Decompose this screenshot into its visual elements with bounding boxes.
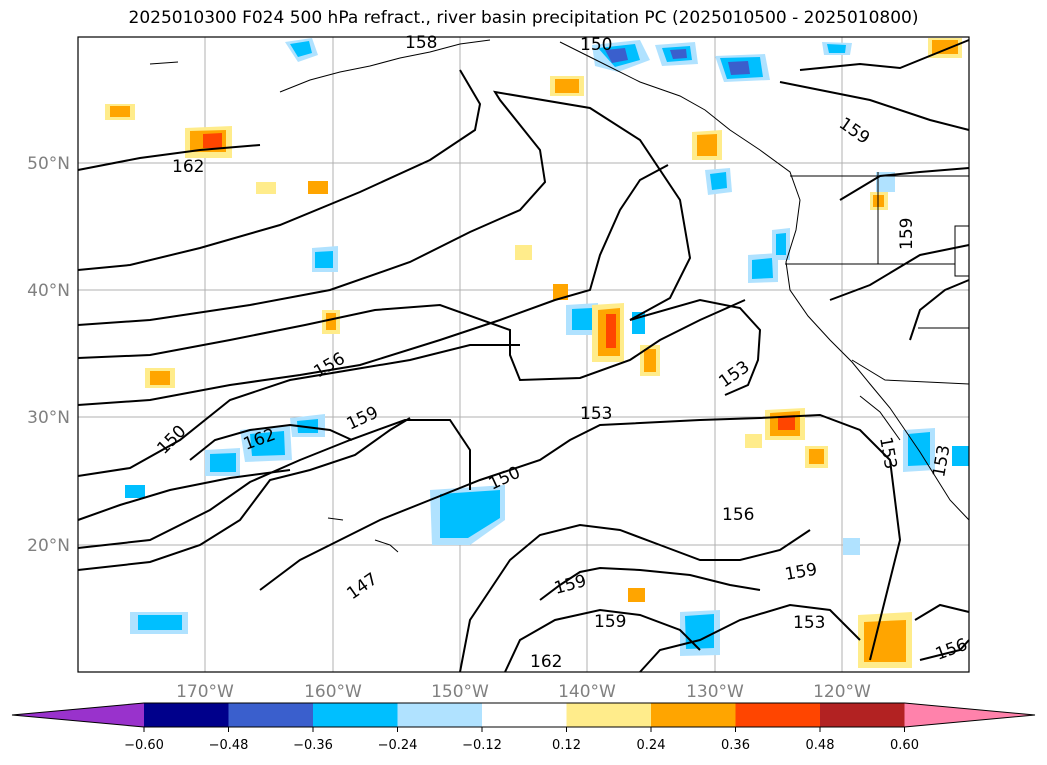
contour-label: 153	[793, 613, 825, 633]
neg-anomaly	[843, 538, 860, 555]
contour-label: 159	[897, 218, 917, 250]
pos-anomaly	[644, 349, 656, 372]
colorbar-tick-label: 0.48	[806, 738, 835, 753]
pos-anomaly	[515, 245, 532, 260]
colorbar-bin	[482, 703, 567, 727]
map-title: 2025010300 F024 500 hPa refract., river …	[128, 8, 919, 28]
colorbar-tick-label: −0.24	[378, 738, 418, 753]
colorbar-bin	[397, 703, 482, 727]
colorbar-bin	[313, 703, 398, 727]
coastlines	[149, 39, 970, 553]
colorbar-tick-label: 0.60	[890, 738, 919, 753]
pos-anomaly	[864, 620, 906, 662]
graticule	[78, 37, 969, 672]
neg-anomaly	[776, 233, 786, 255]
neg-anomaly	[210, 453, 236, 472]
colorbar-tick-label: 0.24	[637, 738, 666, 753]
pos-anomaly	[809, 449, 824, 464]
pos-anomaly	[778, 415, 795, 430]
colorbar-tick-label: −0.36	[293, 738, 333, 753]
lon-tick: 140°W	[558, 682, 616, 702]
neg-anomaly	[908, 432, 930, 466]
neg-anomaly	[315, 251, 333, 268]
colorbar-bin	[566, 703, 651, 727]
map-panel: 162 156 159 150 162 153 153 150 147 159 …	[77, 33, 970, 673]
neg-anomaly	[250, 431, 285, 456]
colorbar: −0.60 −0.48 −0.36 −0.24 −0.12 0.12 0.24 …	[11, 702, 1036, 753]
neg-anomaly	[876, 172, 895, 192]
neg-anomaly	[125, 485, 145, 498]
neg-anomaly	[440, 490, 500, 538]
colorbar-tick-label: −0.48	[209, 738, 249, 753]
pos-anomaly	[606, 314, 616, 348]
pos-anomaly	[203, 133, 222, 148]
pos-anomaly	[110, 106, 130, 117]
lon-tick: 160°W	[304, 682, 362, 702]
pos-anomaly	[326, 313, 336, 330]
colorbar-tick-marks	[143, 727, 905, 732]
neg-anomaly	[752, 258, 773, 279]
longitude-ticks: 170°W 160°W 150°W 140°W 130°W 120°W	[176, 682, 871, 702]
colorbar-left-extension	[12, 703, 144, 727]
pos-anomaly	[553, 284, 568, 300]
neg-anomaly	[827, 44, 846, 53]
colorbar-bin	[735, 703, 820, 727]
refractivity-contours	[77, 39, 970, 673]
lon-tick: 150°W	[431, 682, 489, 702]
neg-anomaly	[952, 446, 969, 466]
neg-anomaly	[728, 61, 750, 75]
pos-anomaly	[745, 434, 762, 448]
lat-tick: 20°N	[27, 536, 70, 556]
colorbar-bin	[228, 703, 313, 727]
neg-anomaly	[297, 419, 318, 433]
contour-label: 158	[405, 33, 437, 53]
contour-label: 153	[580, 404, 612, 424]
lat-tick: 30°N	[27, 408, 70, 428]
contour-label: 156	[722, 505, 754, 525]
colorbar-tick-label: −0.60	[124, 738, 164, 753]
colorbar-bin	[820, 703, 905, 727]
pos-anomaly	[150, 371, 170, 385]
colorbar-bin	[144, 703, 229, 727]
neg-anomaly	[605, 48, 628, 63]
pos-anomaly	[256, 182, 276, 194]
lon-tick: 120°W	[813, 682, 871, 702]
contour-label: 159	[594, 612, 626, 632]
neg-anomaly	[138, 615, 182, 630]
latitude-ticks: 50°N 40°N 30°N 20°N	[27, 154, 70, 556]
lon-tick: 170°W	[176, 682, 234, 702]
neg-anomaly	[290, 41, 312, 57]
colorbar-bin	[651, 703, 736, 727]
pos-anomaly	[628, 588, 645, 602]
map-frame	[77, 36, 970, 673]
colorbar-tick-label: 0.36	[721, 738, 750, 753]
pos-anomaly	[308, 181, 328, 194]
neg-anomaly	[670, 49, 687, 59]
contour-label: 162	[530, 652, 562, 672]
colorbar-right-extension	[904, 703, 1035, 727]
pos-anomaly	[555, 79, 579, 93]
lon-tick: 130°W	[686, 682, 744, 702]
lat-tick: 50°N	[27, 154, 70, 174]
colorbar-tick-label: −0.12	[462, 738, 502, 753]
neg-anomaly	[685, 614, 714, 649]
contour-label: 162	[172, 157, 204, 177]
neg-anomaly	[710, 172, 727, 190]
lat-tick: 40°N	[27, 281, 70, 301]
neg-anomaly	[572, 308, 592, 330]
pos-anomaly	[697, 134, 717, 156]
contour-label: 150	[580, 35, 612, 55]
colorbar-tick-label: 0.12	[552, 738, 581, 753]
pos-anomaly	[932, 40, 958, 54]
